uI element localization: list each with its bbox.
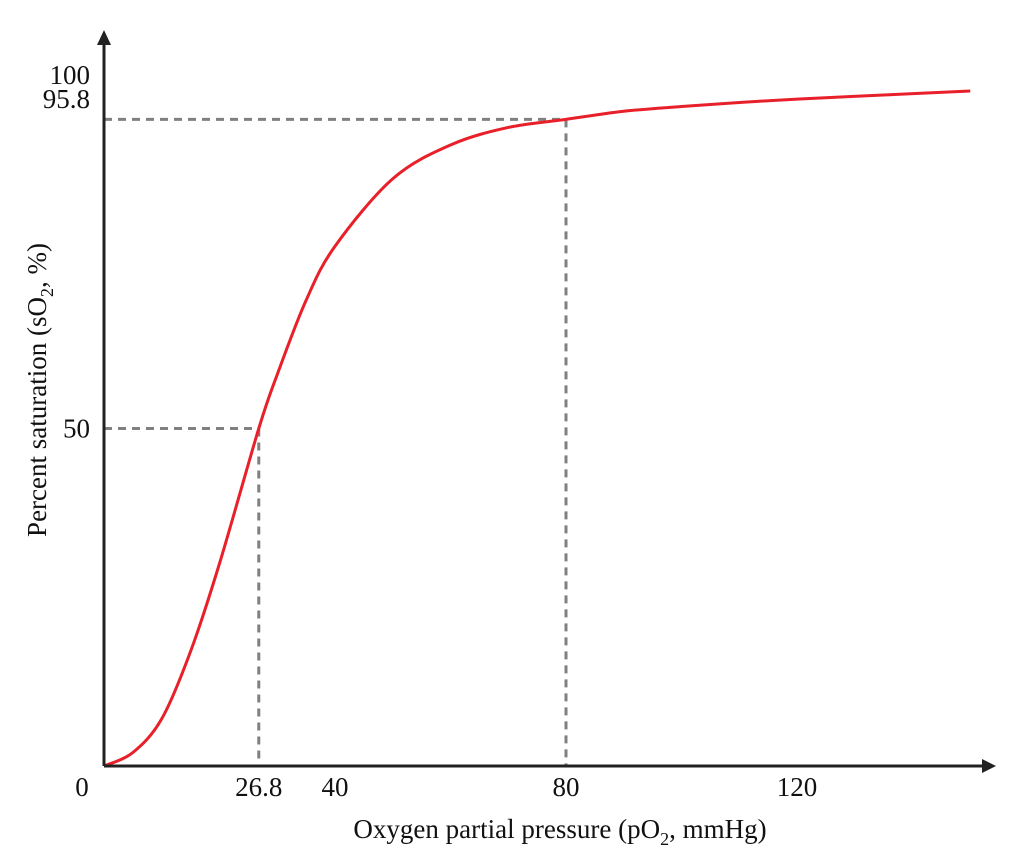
y-axis-arrow-icon (97, 30, 111, 45)
x-axis-label: Oxygen partial pressure (pO2, mmHg) (353, 814, 766, 849)
reference-lines (104, 117, 568, 766)
saturation-curve (103, 89, 971, 768)
y-tick-label: 95.8 (43, 84, 90, 114)
x-axis-arrow-icon (982, 759, 996, 773)
y-tick-label: 100 (50, 60, 91, 90)
axes (97, 30, 996, 773)
y-tick-label: 50 (63, 414, 90, 444)
x-tick-label: 26.8 (235, 772, 282, 802)
x-tick-label: 120 (777, 772, 818, 802)
x-tick-label: 40 (322, 772, 349, 802)
y-axis-label: Percent saturation (sO2, %) (22, 243, 57, 537)
x-tick-label: 0 (75, 772, 89, 802)
x-tick-label: 80 (553, 772, 580, 802)
x-tick-labels: 0 26.8 40 80 120 (75, 772, 817, 802)
